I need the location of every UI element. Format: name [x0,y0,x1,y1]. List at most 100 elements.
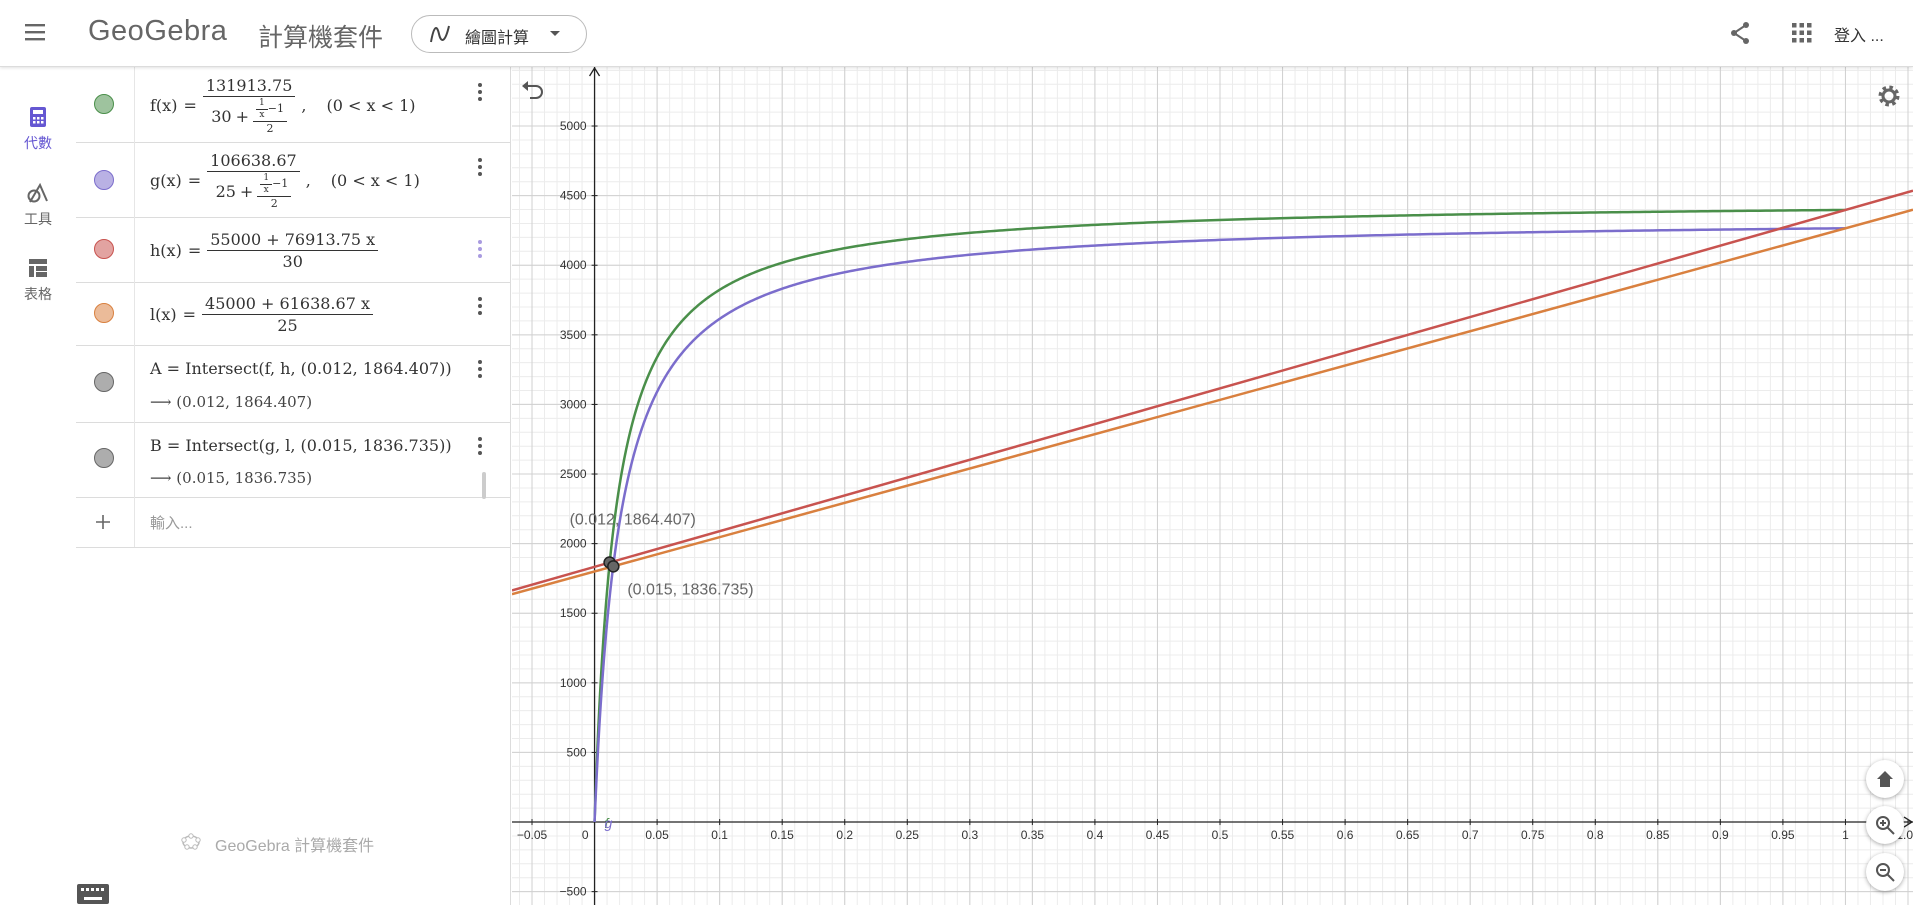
apps-button[interactable] [1792,23,1812,43]
app-switcher[interactable]: 繪圖計算 [411,15,587,53]
algebra-row[interactable]: B = Intersect(g, l, (0.015, 1836.735)) ⟶… [76,422,510,498]
eq: = [187,170,202,190]
items[interactable]: 工具 [24,211,52,227]
domain: 1 [399,95,410,115]
separator: , [305,170,311,190]
item-menu[interactable] [468,237,492,261]
eq: = [183,95,197,115]
x-tick-label: 0.5 [1212,828,1229,842]
home-icon [1877,771,1893,787]
numerator: 106638.67 [207,151,300,172]
plus: + [266,229,280,249]
zoom-in-icon [1876,816,1895,835]
slope: 61638.67 [279,293,356,313]
function-curve [512,208,1913,596]
text-group: 45000 + 61638.67 x [202,294,373,315]
footer-text: GeoGebra 計算機套件 [215,838,375,855]
eq: = [182,304,197,324]
domain-open: ( [326,95,333,115]
algebra-row[interactable]: f(x) = 131913.75 30 + 1 x −1 2 , (0 < x < 1) [76,67,510,143]
input-placeholder[interactable]: 輸入... [150,515,193,532]
lhs: g(x) [150,170,182,190]
login-button[interactable]: 登入 ... [1834,28,1884,45]
tools-icon [27,183,48,203]
algebra-row[interactable]: g(x) = 106638.67 25 + 1 x −1 2 , (0 < x < 1) [76,142,510,218]
fraction: 55000 + 76913.75 x 30 [207,229,379,271]
side-nav: 代數 工具 表格 [0,67,77,905]
algebra-row[interactable]: l(x) = 45000 + 61638.67 x 25 [76,282,510,346]
row-divider [134,67,135,142]
algebra-view: f(x) = 131913.75 30 + 1 x −1 2 , (0 < x < 1) … [76,67,511,905]
variable: x [259,109,265,120]
minus: − [272,177,282,190]
item-menu[interactable] [468,357,492,381]
x-tick-label: 0.25 [896,828,920,842]
visibility-toggle[interactable] [94,303,114,323]
zoom-out-button[interactable] [1866,853,1904,891]
share-button[interactable] [1728,21,1752,45]
fraction: 45000 + 61638.67 x 25 [202,294,373,335]
domain-open: ( [330,170,338,190]
settings-button[interactable] [1877,84,1901,108]
visibility-toggle[interactable] [94,94,114,114]
items[interactable]: 表格 [24,286,52,302]
curves [512,189,1913,823]
logo[interactable]: GeoGebra [88,15,228,47]
visibility-toggle[interactable] [94,239,114,259]
row-divider [134,217,135,282]
algebra-row[interactable]: h(x) = 55000 + 76913.75 x 30 [76,217,510,283]
variable: x [263,184,269,195]
x-tick-label: 0.9 [1712,828,1729,842]
eq: = [187,240,202,260]
item-menu[interactable] [468,434,492,458]
graphics-view[interactable]: −0.05 0 0.05 0.1 0.15 0.2 0.25 0.3 0.35 0.4 0.45 0.… [512,67,1913,905]
denominator: 25 [277,315,298,335]
domain-relation: < x < [348,95,395,115]
items[interactable]: 代數 [24,135,52,151]
visibility-toggle[interactable] [94,448,114,468]
definition: A = Intersect(f, h, (0.012, 1864.407)) [150,359,452,378]
definition: B = Intersect(g, l, (0.015, 1836.735)) [150,436,452,455]
keyboard-button[interactable] [76,883,110,905]
visibility-toggle[interactable] [94,170,114,190]
x-tick-label: 0.4 [1087,828,1104,842]
item-menu[interactable] [468,294,492,318]
scrollbar[interactable] [482,472,486,499]
item-menu[interactable] [468,155,492,179]
value-label: (0.012, 1864.407) [176,393,313,411]
domain: 1 [403,170,414,190]
fraction: 131913.75 30 + 1 x −1 2 [202,76,296,135]
x-tick-label: 0.85 [1646,828,1670,842]
suite-title: 計算機套件 [258,24,384,52]
menu-button[interactable] [24,22,48,44]
domain: 0 [332,95,343,115]
zoom-in-button[interactable] [1866,806,1904,844]
add-button[interactable] [95,514,111,530]
algebra-row[interactable]: A = Intersect(f, h, (0.012, 1864.407)) ⟶… [76,345,510,423]
undo-button[interactable] [520,80,546,102]
inner-numerator: 1 [260,173,273,185]
intersection-point [607,560,620,573]
variable: x [360,293,370,313]
function-curve [593,208,1846,823]
input-row[interactable]: 輸入... [76,497,510,548]
y-axis-arrow [589,67,601,77]
item-menu[interactable] [468,80,492,104]
x-tick-label: 0.35 [1021,828,1045,842]
minus: − [267,102,277,115]
plus: + [235,106,250,126]
point-label: (0.012, 1864.407) [570,512,696,529]
visibility-toggle[interactable] [94,372,114,392]
expression: f(x) = 131913.75 30 + 1 x −1 2 , (0 < x < 1) [150,76,416,135]
home-button[interactable] [1866,760,1904,798]
y-tick-label: 4500 [560,189,587,203]
inner-numerator: 1 [256,98,268,110]
x-tick-label: 0.8 [1587,828,1604,842]
y-tick-label: −500 [560,885,587,899]
x-tick-label: 0.3 [961,828,978,842]
intercept: 45000 [205,293,256,313]
arrow: ⟶ [150,393,172,411]
app-icon [430,25,450,43]
